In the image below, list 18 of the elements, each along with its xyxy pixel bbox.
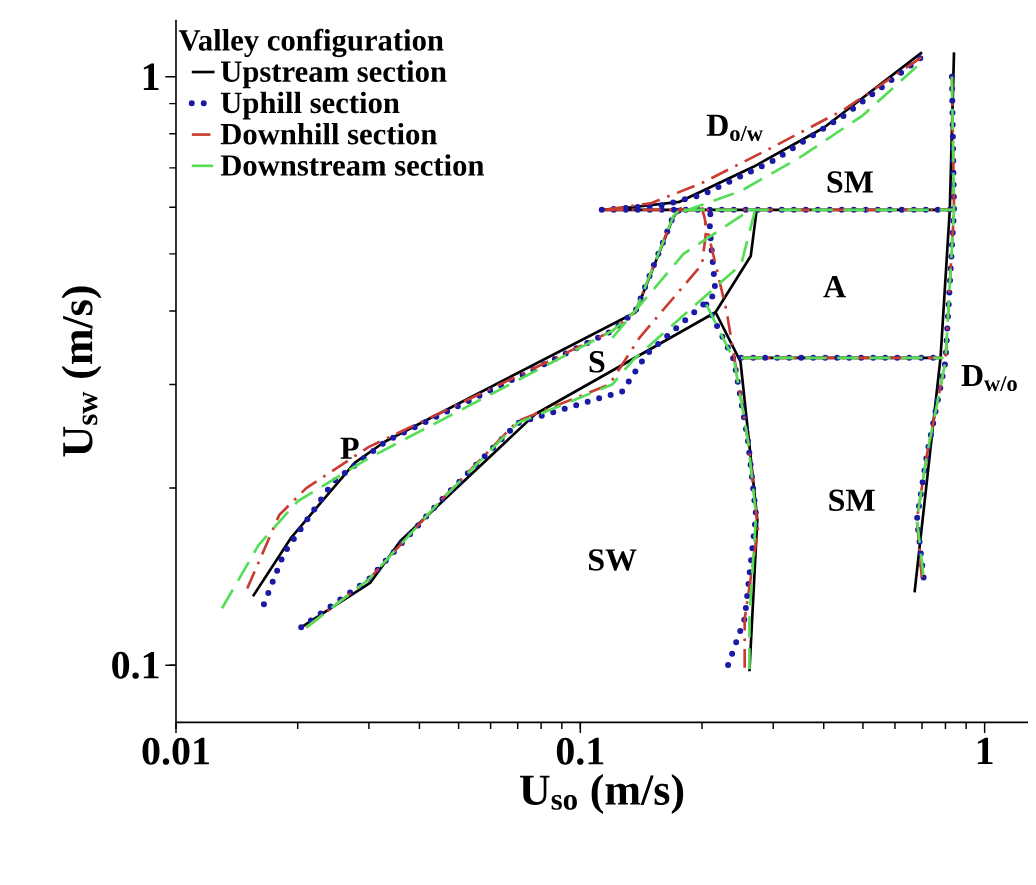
x-tick-label: 0.1: [556, 737, 604, 765]
legend-label: Upstream section: [220, 60, 447, 89]
legend-label: Downstream section: [220, 154, 485, 176]
legend-label: Downhill section: [220, 122, 437, 145]
x-tick-label: 1: [977, 737, 993, 765]
legend-label: Uphill section: [220, 91, 400, 120]
annotation: D$_{o/w}$: [706, 114, 763, 141]
y-axis-title: U$_{sw}$ (m/s): [61, 286, 102, 457]
x-tick-label: 0.01: [142, 737, 209, 765]
annotation: SM: [829, 489, 875, 512]
annotation: D$_{w/o}$: [961, 364, 1017, 392]
annotation: P: [340, 437, 359, 459]
annotation: A: [823, 276, 846, 298]
annotation: S: [589, 351, 605, 373]
x-axis-title: U$_{so}$ (m/s): [520, 774, 684, 814]
legend-title: Valley configuration: [178, 28, 444, 58]
annotation: SW: [589, 549, 637, 571]
annotation: SM: [827, 171, 873, 193]
